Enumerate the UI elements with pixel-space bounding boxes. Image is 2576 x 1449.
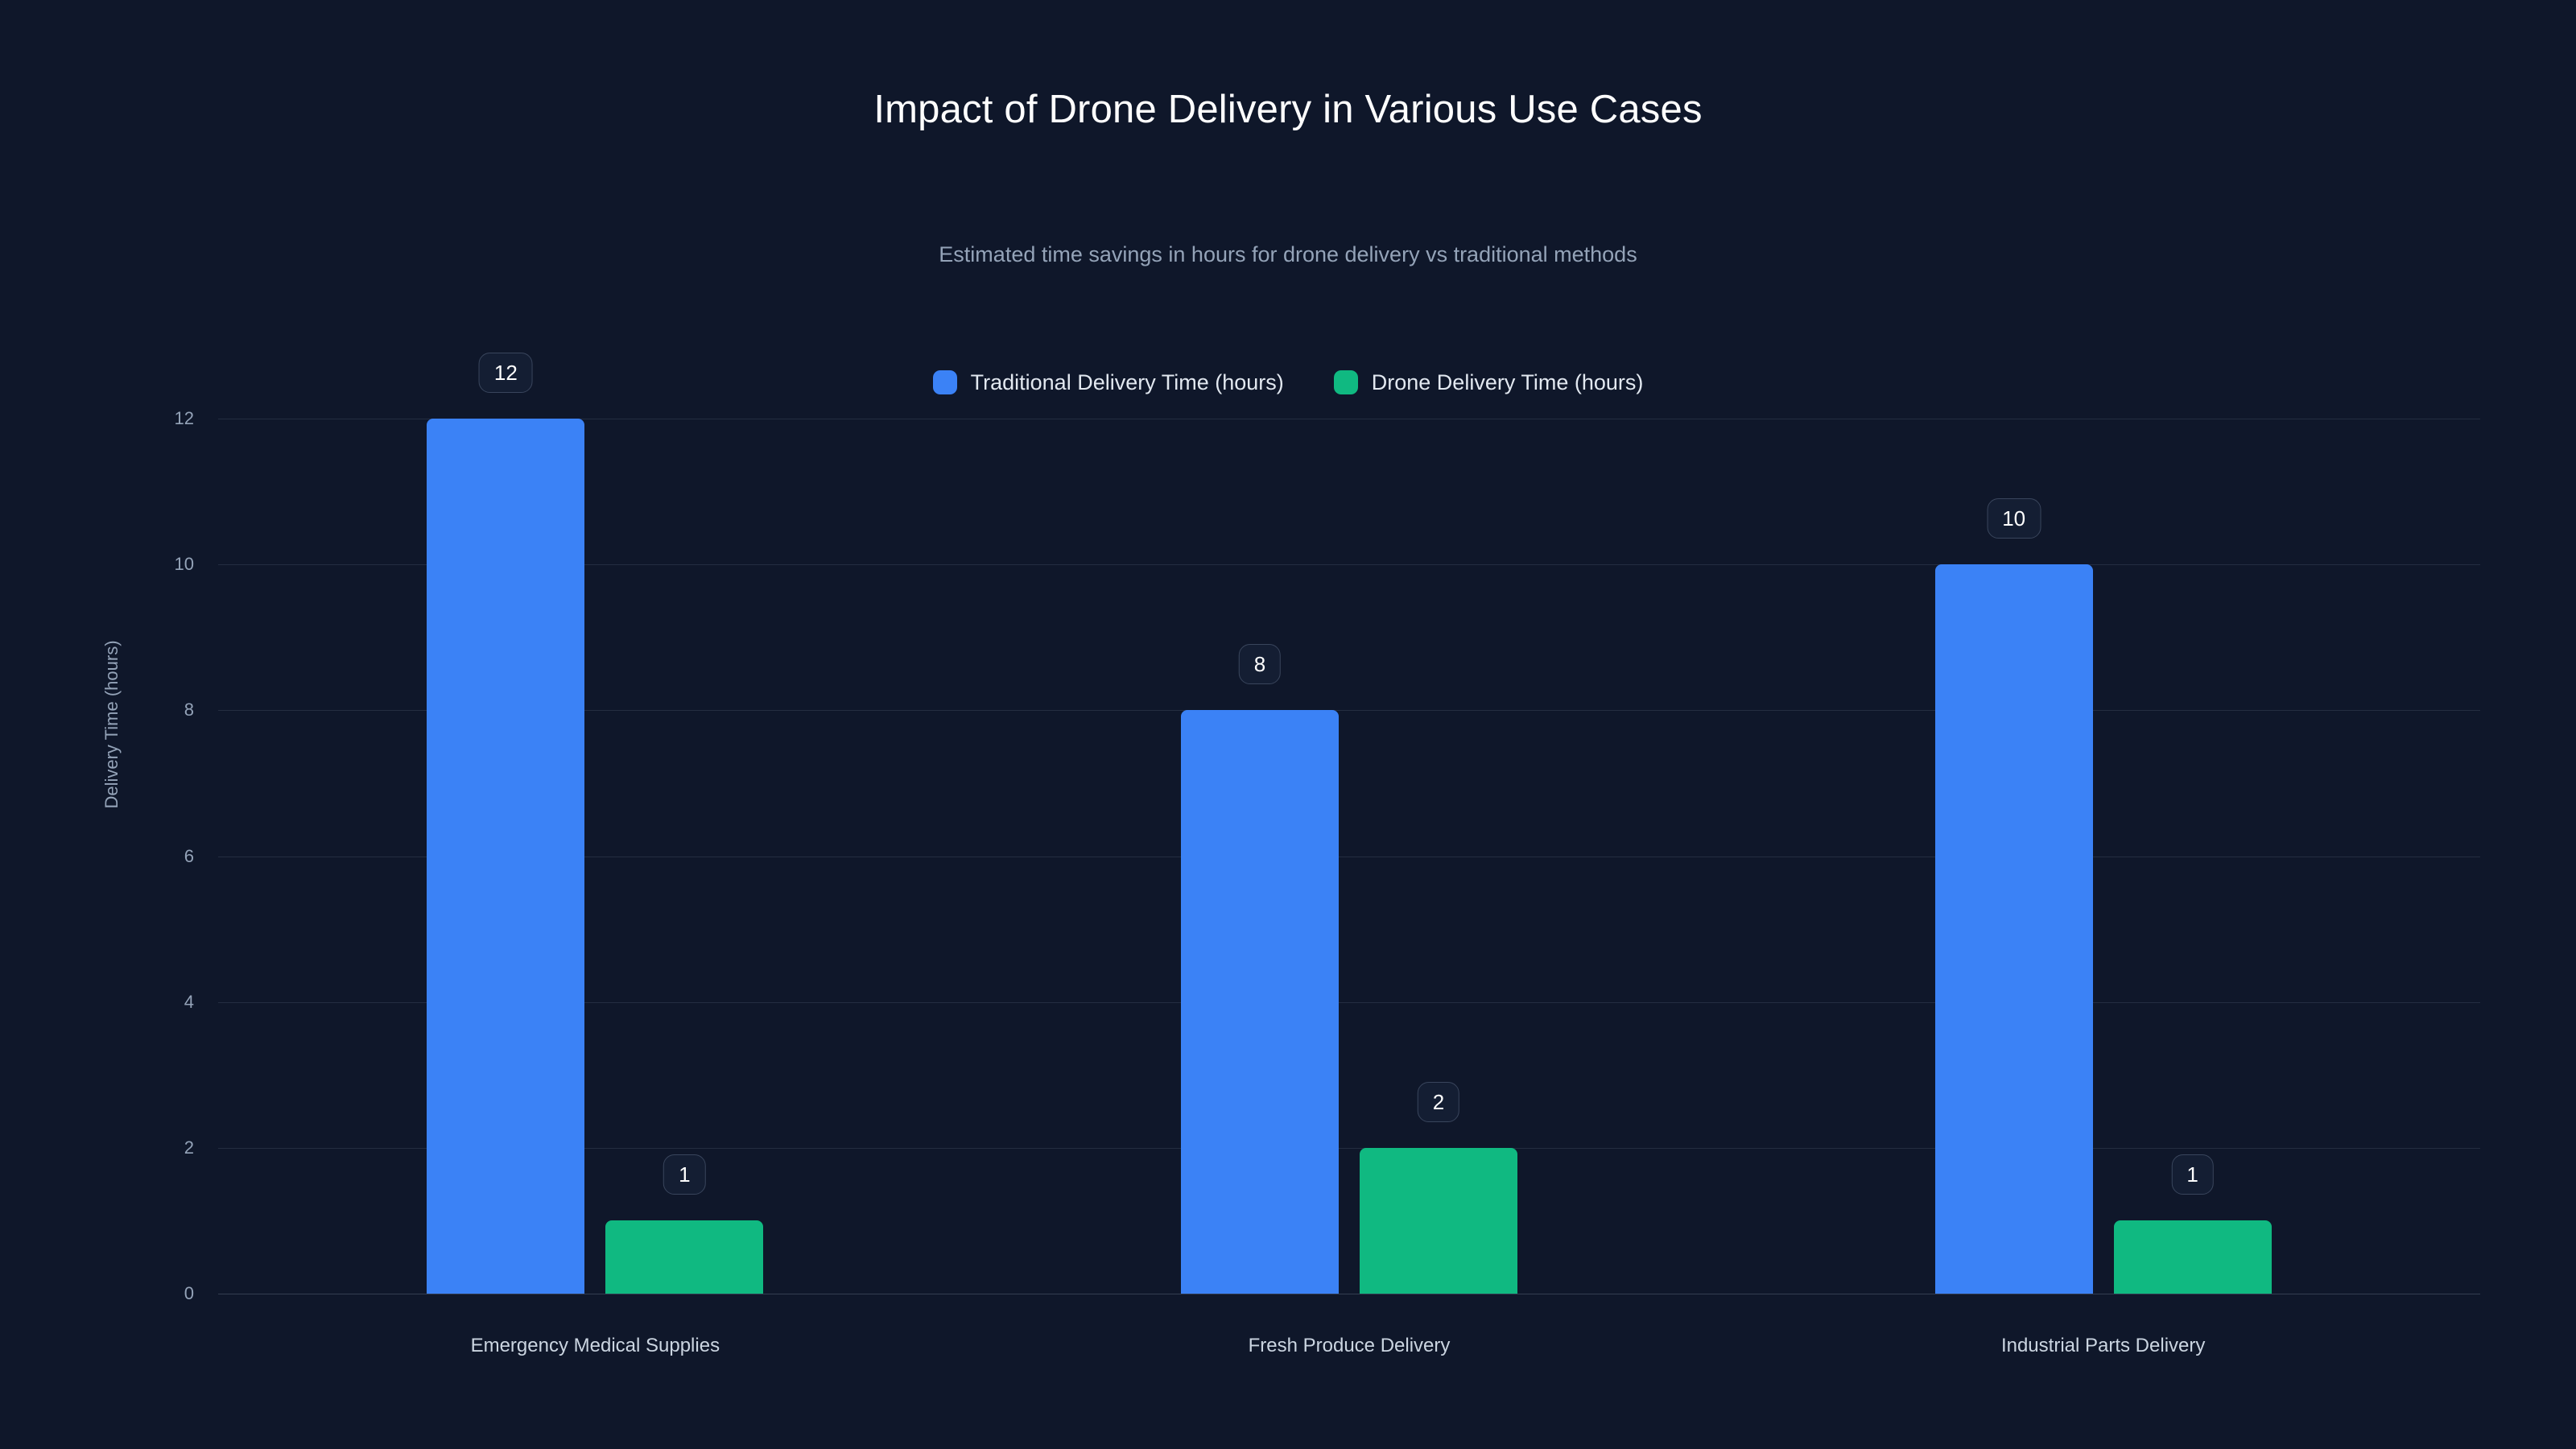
bar-value-badge: 10 <box>1987 498 2041 539</box>
bar[interactable] <box>1181 710 1339 1294</box>
x-axis-category-label: Emergency Medical Supplies <box>470 1335 720 1356</box>
gridline-2 <box>218 1147 2480 1149</box>
chart-title: Impact of Drone Delivery in Various Use … <box>873 88 1703 131</box>
chart-legend: Traditional Delivery Time (hours) Drone D… <box>0 370 2576 394</box>
y-tick-label-10: 10 <box>174 554 194 575</box>
gridline-10 <box>218 564 2480 566</box>
y-tick-label-2: 2 <box>184 1137 194 1158</box>
bar-value-badge: 12 <box>478 353 533 393</box>
bar[interactable] <box>605 1220 764 1294</box>
bar-value-badge: 8 <box>1238 644 1282 685</box>
bar-value-badge: 1 <box>2171 1154 2214 1195</box>
bar-value-badge: 2 <box>1417 1081 1460 1122</box>
bar[interactable] <box>427 419 585 1294</box>
gridline-4 <box>218 1001 2480 1003</box>
x-axis-category-label: Fresh Produce Delivery <box>1248 1335 1451 1356</box>
gridline-8 <box>218 710 2480 712</box>
legend-label: Traditional Delivery Time (hours) <box>970 369 1284 394</box>
bar[interactable] <box>1360 1147 1517 1294</box>
legend-item-0[interactable]: Traditional Delivery Time (hours) <box>932 369 1284 394</box>
y-axis-title: Delivery Time (hours) <box>101 640 122 809</box>
bar-value-badge: 1 <box>663 1154 706 1195</box>
y-tick-label-6: 6 <box>184 845 194 866</box>
legend-item-1[interactable]: Drone Delivery Time (hours) <box>1333 369 1644 394</box>
y-tick-label-12: 12 <box>174 408 194 428</box>
legend-swatch-icon <box>1333 370 1358 394</box>
plot-area: 0 2 4 6 8 10 12 <box>175 410 2480 1302</box>
y-tick-label-0: 0 <box>184 1283 194 1303</box>
x-axis-category-label: Industrial Parts Delivery <box>2000 1335 2206 1356</box>
bar[interactable] <box>2113 1220 2272 1294</box>
legend-swatch-icon <box>932 370 957 394</box>
chart-subtitle: Estimated time savings in hours for dron… <box>939 242 1637 266</box>
y-tick-label-4: 4 <box>184 991 194 1012</box>
y-tick-label-8: 8 <box>184 700 194 720</box>
bar[interactable] <box>1934 564 2093 1294</box>
legend-label: Drone Delivery Time (hours) <box>1371 369 1644 394</box>
